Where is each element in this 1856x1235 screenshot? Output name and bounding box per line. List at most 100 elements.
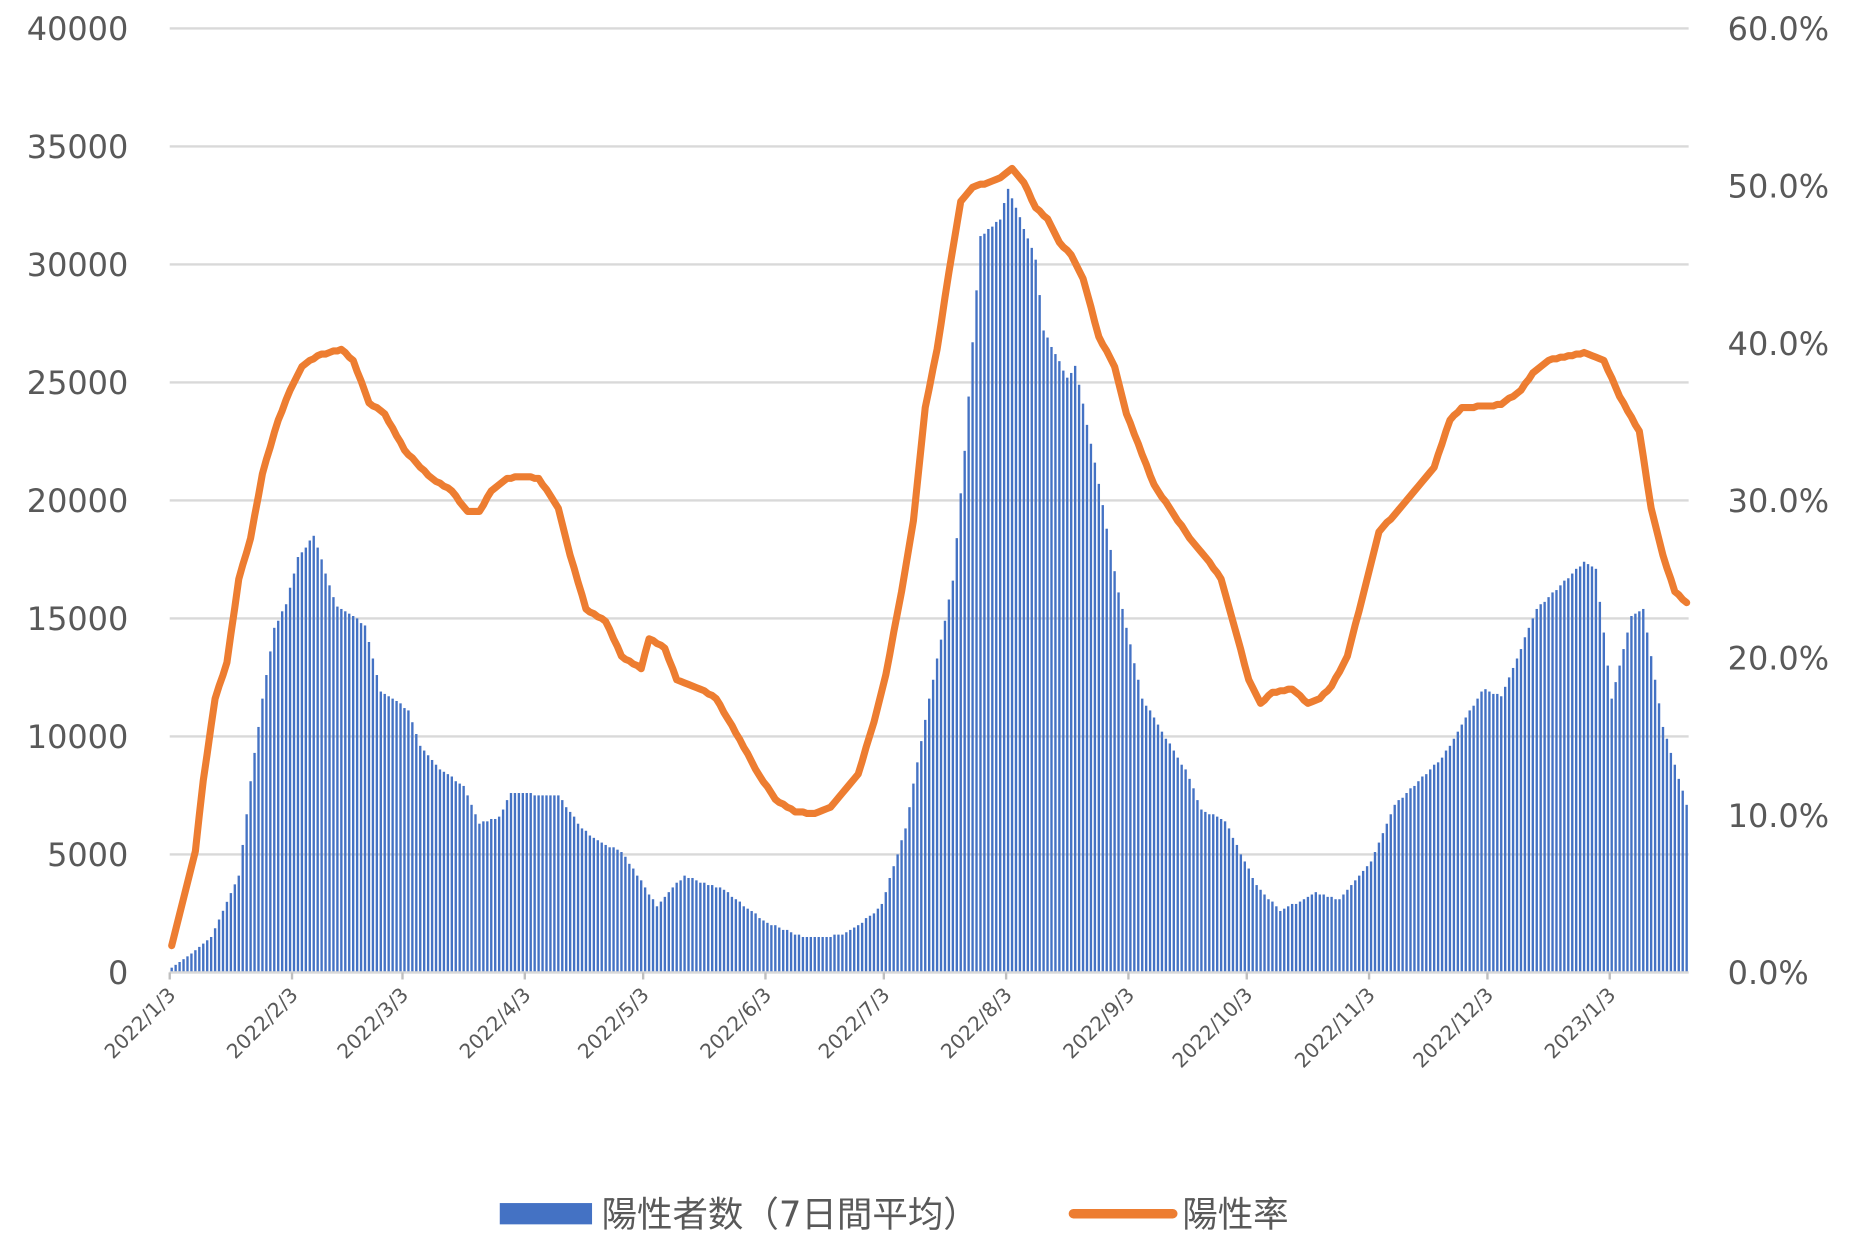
bar: [616, 849, 619, 973]
bar: [734, 899, 738, 973]
bar: [1464, 717, 1467, 973]
bar: [1653, 679, 1657, 973]
x-tick-label: 2022/10/3: [1168, 983, 1258, 1073]
bar: [292, 573, 296, 973]
bar: [1279, 911, 1282, 973]
y2-tick-label: 0.0%: [1728, 954, 1809, 992]
bar: [1172, 750, 1175, 973]
bar: [612, 847, 615, 973]
bar: [1070, 372, 1073, 973]
bar: [1010, 198, 1014, 973]
bar: [1133, 663, 1136, 973]
bars: [170, 188, 1688, 973]
bar: [1685, 804, 1688, 973]
bar: [1322, 894, 1325, 973]
bar: [1192, 788, 1195, 973]
bar: [474, 814, 477, 973]
bar: [1626, 632, 1629, 973]
bar: [355, 618, 359, 973]
x-tick-label: 2022/2/3: [222, 983, 303, 1064]
bar: [876, 908, 880, 973]
x-tick-label: 2022/9/3: [1058, 983, 1139, 1064]
bar: [1054, 354, 1057, 973]
bar: [935, 658, 939, 973]
bar: [1338, 899, 1341, 973]
bar: [1310, 894, 1314, 973]
bar: [1109, 549, 1112, 973]
bar: [1657, 703, 1661, 973]
x-tick-label: 2022/6/3: [695, 983, 776, 1064]
bar: [1373, 852, 1377, 973]
bar: [927, 698, 931, 973]
bar: [482, 821, 485, 973]
bar: [671, 887, 674, 973]
bar: [1559, 585, 1562, 973]
bar: [478, 823, 481, 973]
bar: [600, 842, 603, 973]
bar: [1014, 207, 1018, 973]
x-tick-label: 2022/5/3: [573, 983, 654, 1064]
bar: [943, 620, 947, 973]
bar: [1275, 906, 1278, 973]
bar: [1137, 679, 1140, 973]
bar: [446, 774, 450, 973]
bar: [1267, 899, 1270, 973]
bar: [288, 587, 292, 973]
bar: [399, 703, 402, 973]
bar: [1586, 564, 1590, 973]
bar: [951, 580, 955, 973]
bar: [620, 852, 623, 973]
bar: [1389, 814, 1392, 973]
bar: [521, 793, 525, 973]
y-tick-label: 40000: [27, 10, 129, 48]
x-tick-label: 2022/11/3: [1290, 983, 1380, 1073]
bar: [411, 722, 414, 973]
bar: [924, 719, 927, 973]
bar: [1393, 804, 1396, 973]
bar: [730, 896, 734, 973]
bar: [805, 936, 809, 973]
bar: [458, 783, 461, 973]
bar: [1500, 696, 1503, 973]
bar: [849, 929, 852, 973]
bar: [1515, 658, 1519, 973]
bar: [896, 854, 899, 973]
bar: [856, 925, 860, 973]
bar: [1519, 649, 1523, 973]
bar: [1089, 443, 1093, 973]
bar: [217, 919, 221, 973]
bar: [1590, 566, 1594, 973]
bar: [912, 783, 915, 973]
bar: [1630, 616, 1633, 973]
bar: [395, 700, 398, 973]
bar: [758, 918, 761, 973]
bar: [675, 882, 678, 973]
bar: [1440, 757, 1444, 973]
bar: [588, 835, 592, 973]
bar: [533, 795, 536, 973]
bar: [1448, 745, 1452, 973]
bar: [553, 795, 556, 973]
bar: [1152, 717, 1156, 973]
legend-label: 陽性者数（7日間平均）: [602, 1195, 979, 1235]
bar: [647, 894, 651, 973]
bar: [1287, 906, 1290, 973]
bar: [1661, 726, 1665, 973]
bar: [1271, 901, 1274, 973]
bar: [1330, 896, 1333, 973]
bar: [900, 840, 903, 973]
bar: [430, 759, 434, 973]
bar: [1160, 731, 1164, 973]
bar: [470, 804, 473, 973]
bar: [939, 639, 943, 973]
bar: [1251, 877, 1254, 973]
bar: [1306, 896, 1310, 973]
bar: [1649, 656, 1653, 973]
bar: [1405, 793, 1408, 973]
bar: [202, 943, 205, 973]
bar: [584, 830, 588, 973]
bar: [1216, 816, 1219, 973]
bar: [782, 929, 785, 973]
bar: [987, 228, 990, 973]
